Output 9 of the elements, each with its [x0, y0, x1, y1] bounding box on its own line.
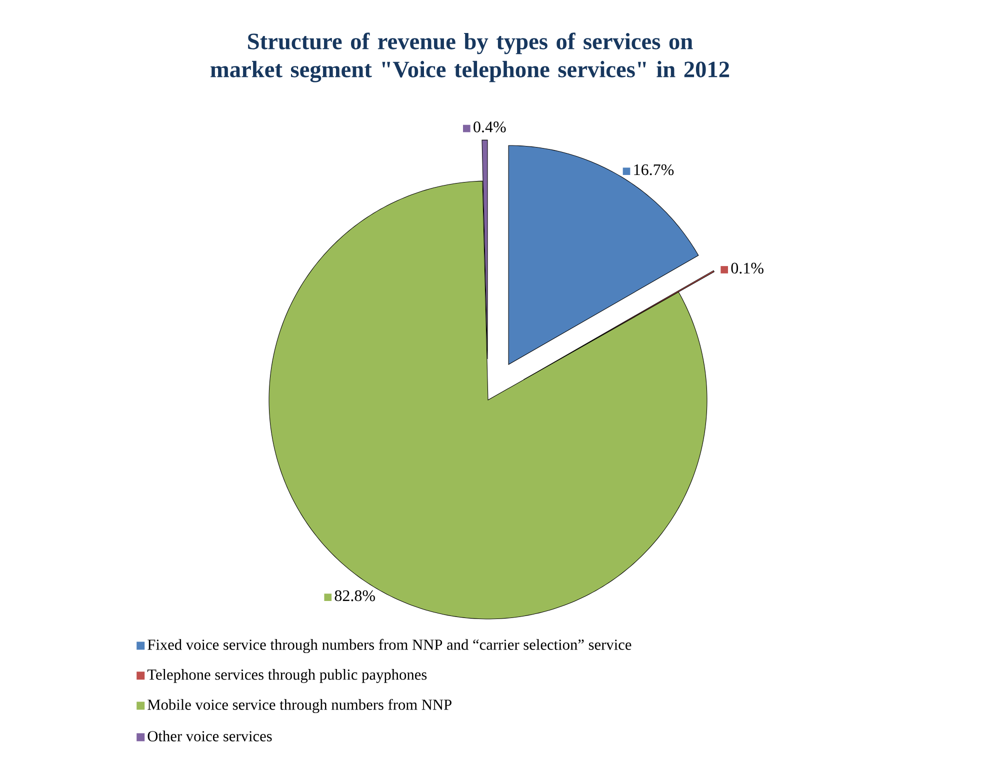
data-label: 0.4%	[474, 122, 506, 132]
data-label: 82.8%	[334, 590, 375, 602]
data-label: 0.1%	[731, 262, 764, 274]
legend-label: Fixed voice service through numbers from NNP and “carrier selection” service	[148, 638, 632, 654]
data-label: 16.7%	[634, 164, 674, 176]
chart-title: Structure of revenue by types of services on market segment "Voice telephone services" in 2012	[210, 32, 730, 82]
legend-label: Other voice services	[148, 730, 272, 742]
legend-label: Telephone services through public payphones	[147, 669, 427, 683]
legend-label: Mobile voice service through numbers from NNP	[148, 698, 452, 714]
